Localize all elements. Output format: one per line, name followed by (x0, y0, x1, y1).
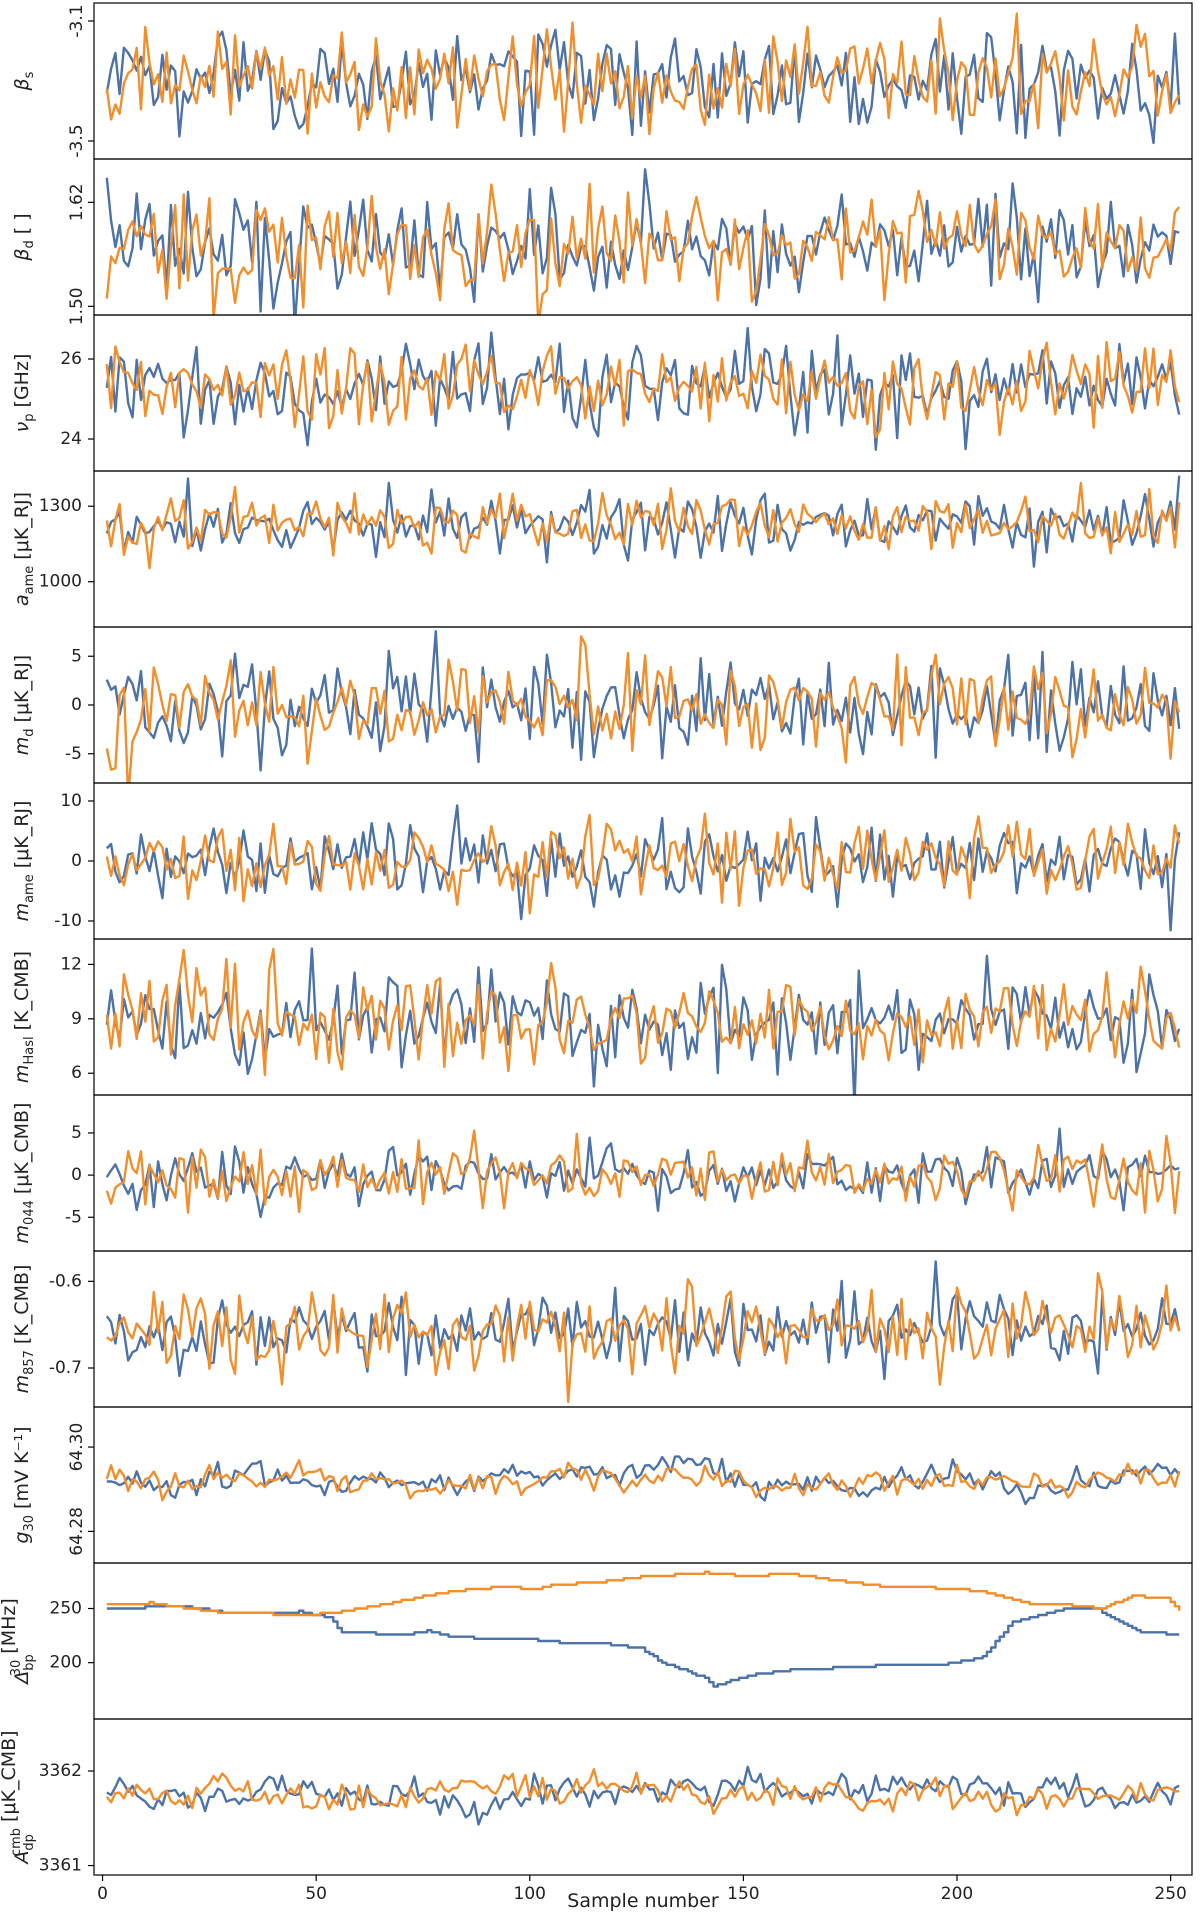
x-tick-label: 200 (941, 1884, 973, 1904)
panel-5-ytick-label: 5 (71, 646, 82, 666)
panel-8-ytick-label: 5 (71, 1123, 82, 1143)
panel-7-ytick-label: 12 (60, 954, 82, 974)
panel-9-ytick-label: -0.6 (49, 1271, 82, 1291)
panel-7-series-2-line (105, 947, 1181, 1077)
panel-7-ytick-label: 6 (71, 1063, 82, 1083)
panel-3-ytick-label: 26 (60, 349, 82, 369)
panel-8-ytick-label: 0 (71, 1165, 82, 1185)
panel-8-ylabel: m044[μK_CMB] (11, 1103, 37, 1244)
panel-12-ytick-label: 3361 (39, 1856, 82, 1876)
panel-3-series-2-line (105, 340, 1181, 439)
panel-3: 26 24 νp[GHz] (11, 314, 1193, 472)
panel-2: 1.62 1.50 βd[ ] (11, 158, 1193, 325)
panel-11-series-1-line (106, 1605, 1180, 1688)
panel-1-ylabel: βs (11, 71, 37, 91)
panel-4-ylabel: aame[μK_RJ] (11, 492, 37, 606)
panel-12-frame (93, 1718, 1193, 1876)
panel-4-frame (93, 470, 1193, 628)
panel-11: 250 200 Δbp30[MHz] (0, 1562, 1193, 1720)
panel-10: 64.30 64.28 g30[mV K⁻¹] (11, 1406, 1193, 1564)
panel-7-ylabel: mHasl[K_CMB] (11, 951, 37, 1083)
panel-5-ytick-label: 0 (71, 695, 82, 715)
panel-10-ylabel: g30[mV K⁻¹] (11, 1426, 37, 1543)
panel-2-ylabel: βd[ ] (11, 213, 37, 261)
x-tick-label: 50 (305, 1884, 327, 1904)
x-tick-label: 250 (1154, 1884, 1186, 1904)
panel-6-series-2-line (105, 812, 1181, 915)
panel-1-series-2-line (105, 12, 1181, 136)
panel-6-ytick-label: 10 (60, 791, 82, 811)
x-axis: 0 50 100 150 200 250 (97, 1875, 1187, 1904)
trace-panels: -3.1 -3.5 βs 1.62 1.50 βd[ ] 26 24 νp[GHz] 1300 10… (0, 2, 1193, 1876)
panel-8-ytick-label: -5 (65, 1207, 82, 1227)
panel-11-ylabel: Δbp30[MHz] (0, 1598, 37, 1686)
panel-10-series-2-line (105, 1459, 1181, 1502)
panel-3-ytick-label: 24 (60, 429, 82, 449)
panel-10-ytick-label: 64.30 (67, 1423, 87, 1472)
panel-2-ytick-label: 1.50 (67, 287, 87, 325)
panel-4-ytick-label: 1000 (39, 572, 82, 592)
panel-6-ylabel: mame[μK_RJ] (11, 801, 37, 922)
panel-4-series-2-line (105, 481, 1181, 570)
panel-9-series-1-line (105, 1260, 1181, 1381)
panel-9-ytick-label: -0.7 (49, 1358, 82, 1378)
panel-5-series-2-line (105, 635, 1181, 783)
x-tick-label: 150 (727, 1884, 759, 1904)
panel-10-ytick-label: 64.28 (67, 1507, 87, 1556)
panel-11-ytick-label: 250 (50, 1599, 82, 1619)
panel-9: -0.6 -0.7 m857[K_CMB] (11, 1250, 1193, 1408)
panel-7-ytick-label: 9 (71, 1009, 82, 1029)
panel-11-ytick-label: 200 (50, 1653, 82, 1673)
panel-12-ylabel: Adpcmb[μK_CMB] (0, 1730, 37, 1865)
panel-5-ylabel: md[μK_RJ] (11, 655, 37, 755)
panel-10-series-1-line (106, 1455, 1181, 1506)
panel-5-series-1-line (105, 630, 1181, 772)
panel-8: 5 0 -5 m044[μK_CMB] (11, 1094, 1193, 1252)
panel-2-series-2-line (105, 182, 1181, 315)
panel-12-series-2-line (105, 1767, 1180, 1817)
panel-7: 12 9 6 mHasl[K_CMB] (11, 938, 1193, 1096)
panel-1-ytick-label: -3.5 (67, 124, 87, 157)
panel-11-frame (93, 1562, 1193, 1720)
panel-9-ylabel: m857[K_CMB] (11, 1265, 37, 1394)
panel-8-series-2-line (105, 1129, 1181, 1215)
panel-2-ytick-label: 1.62 (67, 183, 87, 221)
panel-3-ylabel: νp[GHz] (11, 354, 37, 433)
panel-11-series-2-line (106, 1570, 1181, 1617)
panel-12-series-1-line (106, 1765, 1180, 1826)
panel-6-ytick-label: 0 (71, 851, 82, 871)
panel-4-ytick-label: 1300 (39, 496, 82, 516)
panel-6-ytick-label: -10 (54, 911, 82, 931)
panel-5: 5 0 -5 md[μK_RJ] (11, 626, 1193, 784)
x-tick-label: 100 (514, 1884, 546, 1904)
panel-6-series-1-line (105, 804, 1181, 932)
panel-4-series-1-line (105, 475, 1181, 568)
x-tick-label: 0 (97, 1884, 108, 1904)
panel-9-series-2-line (106, 1272, 1181, 1404)
panel-1-ytick-label: -3.1 (67, 4, 87, 37)
x-axis-label: Sample number (567, 1890, 719, 1912)
panel-5-ytick-label: -5 (65, 744, 82, 764)
panel-3-series-1-line (105, 326, 1181, 451)
panel-12-ytick-label: 3362 (39, 1761, 82, 1781)
panel-1: -3.1 -3.5 βs (11, 2, 1193, 160)
panel-6: 10 0 -10 mame[μK_RJ] (11, 782, 1193, 940)
